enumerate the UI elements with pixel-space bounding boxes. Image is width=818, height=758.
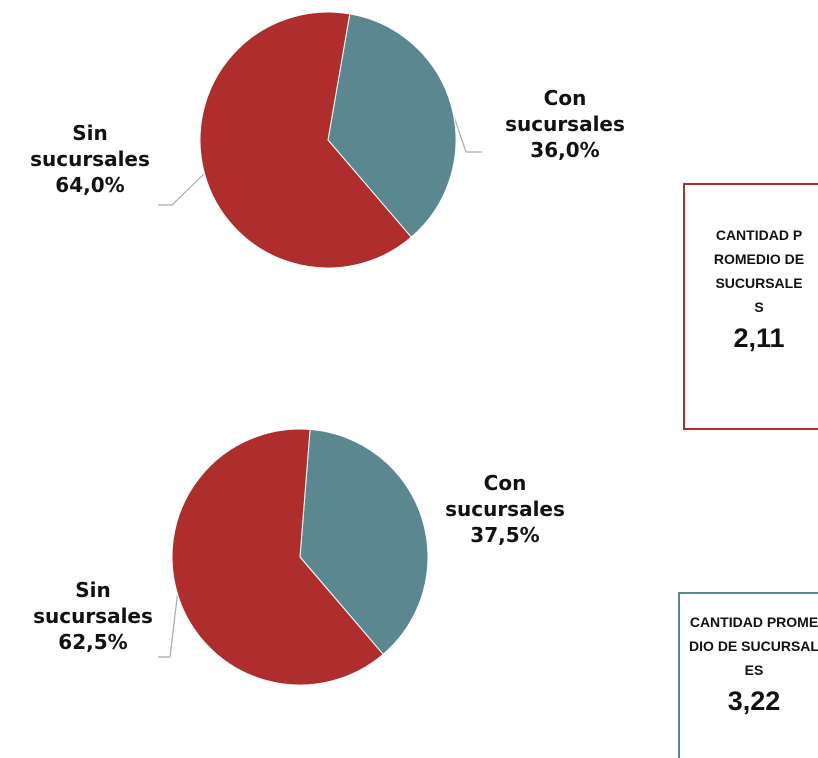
info-box-value: 3,22 bbox=[727, 686, 781, 716]
value-label: 64,0% bbox=[55, 173, 125, 197]
info-box-title: CANTIDAD PROMEDIO DE SUCURSALES bbox=[689, 614, 818, 678]
info-box-value: 2,11 bbox=[733, 323, 785, 353]
category-label: Sin sucursales bbox=[30, 121, 150, 171]
leader-line bbox=[449, 104, 482, 153]
category-label: Sin sucursales bbox=[33, 578, 153, 628]
pie-slice bbox=[171, 428, 384, 686]
info-box: CANTIDAD PROMEDIO DE SUCURSALES 3,22 bbox=[678, 592, 818, 758]
category-label: Con sucursales bbox=[445, 471, 565, 521]
slice-label: Con sucursales 36,0% bbox=[500, 85, 630, 163]
slice-label: Sin sucursales 62,5% bbox=[28, 577, 158, 655]
pie-slice bbox=[327, 13, 457, 238]
info-box-title: CANTIDAD PROMEDIO DE SUCURSALES bbox=[713, 227, 805, 315]
value-label: 36,0% bbox=[530, 138, 600, 162]
pie-slice bbox=[199, 11, 413, 269]
slice-label: Con sucursales 37,5% bbox=[440, 470, 570, 548]
leader-line bbox=[158, 589, 179, 658]
value-label: 37,5% bbox=[470, 523, 540, 547]
pie-slice bbox=[299, 428, 429, 656]
value-label: 62,5% bbox=[58, 630, 128, 654]
info-box: CANTIDAD PROMEDIO DE SUCURSALES 2,11 bbox=[683, 183, 818, 430]
category-label: Con sucursales bbox=[505, 86, 625, 136]
slice-label: Sin sucursales 64,0% bbox=[25, 120, 155, 198]
leader-line bbox=[158, 173, 205, 206]
